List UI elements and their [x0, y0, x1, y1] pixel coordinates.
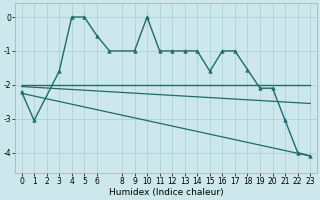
- X-axis label: Humidex (Indice chaleur): Humidex (Indice chaleur): [108, 188, 223, 197]
